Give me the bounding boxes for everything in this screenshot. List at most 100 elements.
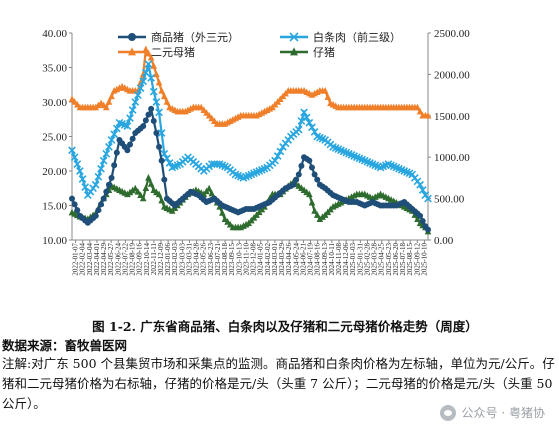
x-tick-label: 2024-08-16 bbox=[314, 243, 322, 276]
data-point bbox=[140, 123, 147, 130]
data-point bbox=[134, 188, 142, 195]
x-tick-label: 2025-05-23 bbox=[385, 243, 393, 276]
x-tick-label: 2022-04-01 bbox=[93, 243, 101, 276]
data-point bbox=[69, 195, 75, 202]
data-point bbox=[110, 130, 119, 139]
data-point bbox=[99, 156, 108, 165]
data-point bbox=[108, 92, 115, 100]
data-point bbox=[105, 181, 112, 188]
x-tick-label: 2022-11-11 bbox=[150, 243, 158, 276]
data-point bbox=[124, 190, 131, 198]
data-point bbox=[100, 195, 107, 202]
x-tick-label: 2022-06-24 bbox=[114, 243, 122, 276]
left-tick-label: 40.00 bbox=[42, 28, 67, 40]
data-point bbox=[416, 180, 424, 189]
x-tick-label: 2022-05-27 bbox=[107, 243, 115, 276]
data-point bbox=[137, 191, 144, 198]
x-tick-label: 2023-03-31 bbox=[185, 243, 193, 276]
x-tick-label: 2023-03-03 bbox=[178, 243, 186, 276]
data-point bbox=[157, 129, 166, 137]
data-point bbox=[419, 218, 426, 225]
x-tick-label: 2022-07-22 bbox=[121, 243, 129, 276]
data-point bbox=[160, 149, 169, 158]
x-tick-label: 2024-07-19 bbox=[307, 243, 315, 276]
left-tick-label: 10.00 bbox=[42, 235, 67, 247]
data-point bbox=[306, 157, 313, 164]
x-tick-label: 2023-09-15 bbox=[228, 243, 236, 276]
data-point bbox=[70, 153, 79, 162]
data-point bbox=[273, 152, 282, 160]
x-tick-label: 2025-07-18 bbox=[399, 243, 407, 276]
data-point bbox=[134, 91, 142, 99]
data-point bbox=[139, 77, 148, 86]
data-point bbox=[308, 198, 316, 206]
data-point bbox=[91, 180, 100, 189]
legend-marker bbox=[289, 32, 299, 42]
left-tick-label: 25.00 bbox=[42, 132, 67, 144]
data-point bbox=[416, 107, 424, 115]
x-tick-label: 2022-09-16 bbox=[136, 243, 144, 276]
data-point bbox=[158, 87, 165, 94]
legend-item-0: 商品猪（外三元） bbox=[118, 30, 239, 44]
series-1 bbox=[68, 60, 432, 203]
right-tick-label: 1500.00 bbox=[434, 111, 470, 123]
x-tick-label: 2024-09-13 bbox=[321, 243, 329, 276]
legend-marker bbox=[128, 47, 136, 56]
data-point bbox=[126, 188, 134, 196]
x-tick-label: 2023-11-10 bbox=[242, 243, 250, 276]
data-point bbox=[165, 159, 174, 167]
data-point bbox=[311, 207, 318, 214]
data-point bbox=[103, 188, 110, 195]
legend-label: 商品猪（外三元） bbox=[151, 30, 239, 44]
legend: 商品猪（外三元） 白条肉（前三级） 二元母猪 仔猪 bbox=[118, 30, 401, 59]
x-tick-label: 2023-10-13 bbox=[235, 243, 243, 276]
x-tick-label: 2025-01-31 bbox=[356, 243, 364, 276]
x-tick-label: 2023-01-06 bbox=[164, 243, 172, 276]
data-point bbox=[78, 175, 87, 183]
data-point bbox=[276, 147, 285, 156]
data-point bbox=[314, 176, 321, 183]
data-point bbox=[123, 122, 132, 131]
watermark: 公众号 · 粤猪协 bbox=[439, 404, 545, 421]
x-tick-label: 2023-08-18 bbox=[221, 243, 229, 276]
legend-item-3: 仔猪 bbox=[280, 46, 335, 59]
data-point bbox=[145, 174, 152, 181]
data-point bbox=[155, 108, 163, 117]
data-point bbox=[295, 171, 302, 178]
data-point bbox=[153, 70, 160, 78]
data-point bbox=[310, 128, 319, 136]
data-point bbox=[144, 60, 153, 68]
data-point bbox=[290, 181, 297, 188]
data-point bbox=[73, 160, 82, 168]
data-point bbox=[68, 146, 76, 155]
legend-item-2: 二元母猪 bbox=[118, 46, 195, 59]
data-point bbox=[424, 194, 432, 203]
x-tick-label: 2025-01-03 bbox=[349, 243, 357, 276]
data-point bbox=[142, 184, 150, 191]
data-point bbox=[311, 171, 318, 178]
data-point bbox=[155, 78, 163, 86]
data-point bbox=[153, 130, 160, 137]
x-tick-label: 2024-01-05 bbox=[257, 243, 265, 276]
series-0 bbox=[69, 105, 431, 233]
data-point bbox=[148, 105, 155, 112]
data-point bbox=[111, 162, 118, 169]
data-point bbox=[95, 207, 102, 214]
right-tick-label: 2000.00 bbox=[434, 69, 470, 81]
data-point bbox=[163, 98, 171, 105]
data-point bbox=[305, 118, 314, 127]
data-point bbox=[308, 123, 316, 132]
x-tick-label: 2024-06-21 bbox=[299, 243, 307, 276]
data-point bbox=[129, 186, 136, 194]
x-tick-label: 2022-10-14 bbox=[143, 243, 151, 276]
data-point bbox=[158, 196, 165, 204]
data-point bbox=[76, 167, 84, 175]
series-line bbox=[70, 63, 429, 200]
x-tick-label: 2022-03-04 bbox=[86, 243, 94, 276]
data-point bbox=[300, 108, 308, 117]
x-tick-label: 2025-03-28 bbox=[371, 243, 379, 276]
x-tick-label: 2023-07-21 bbox=[214, 243, 222, 276]
series-layer bbox=[68, 45, 432, 235]
data-point bbox=[163, 154, 171, 163]
series-2 bbox=[68, 45, 432, 127]
